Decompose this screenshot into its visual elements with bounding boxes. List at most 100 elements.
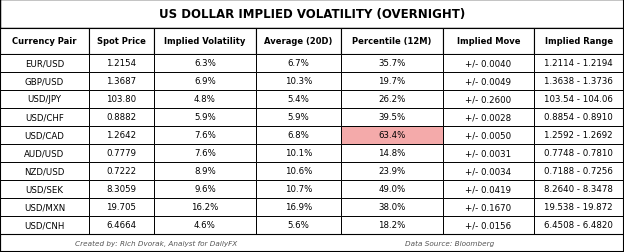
Bar <box>444 162 534 180</box>
Bar <box>341 73 444 90</box>
Text: USD/JPY: USD/JPY <box>27 95 62 104</box>
Bar <box>89 108 154 126</box>
Bar <box>256 55 341 73</box>
Bar <box>256 126 341 144</box>
Text: 23.9%: 23.9% <box>378 167 406 176</box>
Text: USD/CHF: USD/CHF <box>25 113 64 122</box>
Text: Percentile (12M): Percentile (12M) <box>353 37 432 46</box>
Bar <box>0 198 89 216</box>
Text: 1.2154: 1.2154 <box>106 59 137 68</box>
Bar <box>154 198 256 216</box>
Bar <box>341 108 444 126</box>
Bar <box>0 0 624 29</box>
Text: USD/MXN: USD/MXN <box>24 203 65 211</box>
Text: 1.2592 - 1.2692: 1.2592 - 1.2692 <box>545 131 613 140</box>
Text: NZD/USD: NZD/USD <box>24 167 65 176</box>
Text: 19.7%: 19.7% <box>378 77 406 86</box>
Bar <box>154 55 256 73</box>
Bar <box>534 216 624 234</box>
Bar <box>89 216 154 234</box>
Text: 49.0%: 49.0% <box>378 185 406 194</box>
Text: 16.2%: 16.2% <box>191 203 218 211</box>
Text: +/- 0.0419: +/- 0.0419 <box>466 185 512 194</box>
Text: +/- 0.0028: +/- 0.0028 <box>466 113 512 122</box>
Bar <box>444 126 534 144</box>
Text: 6.4664: 6.4664 <box>106 220 137 230</box>
Text: 4.8%: 4.8% <box>194 95 216 104</box>
Text: 8.2640 - 8.3478: 8.2640 - 8.3478 <box>544 185 613 194</box>
Bar <box>444 180 534 198</box>
Text: 1.2642: 1.2642 <box>106 131 137 140</box>
Text: 38.0%: 38.0% <box>378 203 406 211</box>
Bar <box>534 144 624 162</box>
Text: 103.54 - 104.06: 103.54 - 104.06 <box>544 95 613 104</box>
Text: 63.4%: 63.4% <box>378 131 406 140</box>
Bar <box>0 108 89 126</box>
Bar <box>154 29 256 55</box>
Bar <box>256 29 341 55</box>
Text: 35.7%: 35.7% <box>378 59 406 68</box>
Text: 10.6%: 10.6% <box>285 167 312 176</box>
Bar <box>444 73 534 90</box>
Bar <box>444 29 534 55</box>
Text: USD/CNH: USD/CNH <box>24 220 65 230</box>
Text: 8.9%: 8.9% <box>194 167 216 176</box>
Bar <box>0 29 89 55</box>
Bar <box>341 29 444 55</box>
Bar <box>154 126 256 144</box>
Bar <box>534 55 624 73</box>
Text: Currency Pair: Currency Pair <box>12 37 77 46</box>
Text: 19.705: 19.705 <box>106 203 136 211</box>
Bar <box>89 198 154 216</box>
Bar <box>0 162 89 180</box>
Text: 5.9%: 5.9% <box>288 113 310 122</box>
Text: 0.7779: 0.7779 <box>106 149 136 158</box>
Text: GBP/USD: GBP/USD <box>25 77 64 86</box>
Bar <box>534 90 624 108</box>
Bar <box>341 162 444 180</box>
Text: 6.3%: 6.3% <box>194 59 216 68</box>
Text: +/- 0.0034: +/- 0.0034 <box>466 167 512 176</box>
Text: Implied Volatility: Implied Volatility <box>164 37 246 46</box>
Text: USD/CAD: USD/CAD <box>24 131 64 140</box>
Bar <box>444 216 534 234</box>
Text: +/- 0.2600: +/- 0.2600 <box>466 95 512 104</box>
Text: +/- 0.1670: +/- 0.1670 <box>466 203 512 211</box>
Bar <box>341 198 444 216</box>
Bar <box>341 90 444 108</box>
Bar <box>444 198 534 216</box>
Text: USD/SEK: USD/SEK <box>26 185 64 194</box>
Bar <box>534 126 624 144</box>
Text: 1.3638 - 1.3736: 1.3638 - 1.3736 <box>544 77 613 86</box>
Text: Implied Range: Implied Range <box>545 37 613 46</box>
Bar <box>154 90 256 108</box>
Bar <box>256 73 341 90</box>
Bar <box>0 90 89 108</box>
Text: 1.3687: 1.3687 <box>106 77 137 86</box>
Bar <box>256 90 341 108</box>
Text: +/- 0.0049: +/- 0.0049 <box>466 77 512 86</box>
Bar <box>534 198 624 216</box>
Text: Data Source: Bloomberg: Data Source: Bloomberg <box>404 240 494 246</box>
Text: Implied Move: Implied Move <box>457 37 520 46</box>
Text: 0.7188 - 0.7256: 0.7188 - 0.7256 <box>544 167 613 176</box>
Bar <box>154 73 256 90</box>
Bar <box>444 144 534 162</box>
Text: 18.2%: 18.2% <box>378 220 406 230</box>
Bar <box>0 73 89 90</box>
Text: 16.9%: 16.9% <box>285 203 312 211</box>
Bar <box>534 162 624 180</box>
Text: 5.9%: 5.9% <box>194 113 216 122</box>
Bar <box>0 180 89 198</box>
Text: 19.538 - 19.872: 19.538 - 19.872 <box>545 203 613 211</box>
Bar <box>0 216 89 234</box>
Bar <box>89 29 154 55</box>
Bar <box>89 73 154 90</box>
Bar <box>154 144 256 162</box>
Bar <box>256 180 341 198</box>
Bar <box>534 180 624 198</box>
Text: Average (20D): Average (20D) <box>265 37 333 46</box>
Text: 39.5%: 39.5% <box>378 113 406 122</box>
Bar <box>0 234 624 252</box>
Text: 0.8882: 0.8882 <box>106 113 137 122</box>
